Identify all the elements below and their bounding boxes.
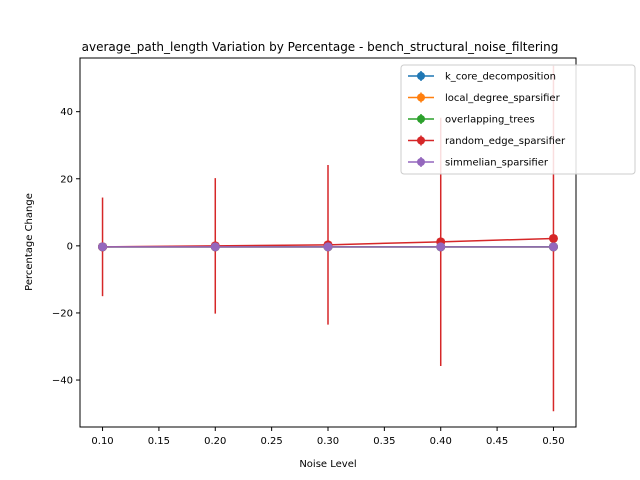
x-tick-label: 0.35 [373, 436, 395, 447]
legend-label: random_edge_sparsifier [445, 136, 566, 147]
legend-label: k_core_decomposition [445, 72, 556, 83]
legend-marker [417, 115, 425, 123]
legend-marker [417, 93, 425, 102]
y-tick-label: −40 [52, 376, 73, 387]
legend: k_core_decomposition local_degree_sparsif… [400, 64, 636, 175]
y-tick-label: 40 [60, 107, 73, 118]
legend-label: simmelian_sparsifier [445, 158, 549, 169]
x-tick-label: 0.20 [204, 436, 226, 447]
x-tick-label: 0.45 [486, 436, 508, 447]
data-point [548, 233, 558, 243]
series-layer [98, 65, 558, 412]
x-tick-label: 0.50 [542, 436, 564, 447]
data-point [323, 242, 333, 252]
y-axis-label: Percentage Change [24, 193, 35, 291]
legend-item: random_edge_sparsifier [408, 135, 566, 147]
y-tick-label: −20 [52, 308, 73, 319]
x-axis: 0.10 0.15 0.20 0.25 0.30 0.35 0.40 0.45 0.50 [91, 427, 565, 447]
legend-label: local_degree_sparsifier [445, 93, 561, 104]
data-point [548, 242, 558, 252]
series-simmelian_sparsifier [98, 242, 558, 252]
x-tick-label: 0.15 [148, 436, 170, 447]
legend-marker [417, 136, 425, 145]
legend-marker [417, 158, 425, 166]
y-tick-label: 20 [60, 174, 73, 185]
legend-box [400, 64, 636, 175]
x-tick-label: 0.30 [317, 436, 339, 447]
legend-item: local_degree_sparsifier [408, 92, 561, 104]
x-tick-label: 0.10 [91, 436, 113, 447]
y-tick-label: 0 [67, 241, 73, 252]
y-axis: −40 −20 0 20 40 [52, 107, 80, 387]
legend-label: overlapping_trees [445, 115, 535, 126]
x-tick-label: 0.25 [261, 436, 283, 447]
legend-item: simmelian_sparsifier [408, 157, 549, 169]
chart-title: average_path_length Variation by Percent… [82, 40, 559, 54]
x-tick-label: 0.40 [430, 436, 452, 447]
x-axis-label: Noise Level [299, 459, 356, 470]
legend-marker [417, 72, 425, 80]
data-point [98, 242, 108, 252]
data-point [210, 242, 220, 252]
legend-item: k_core_decomposition [408, 71, 556, 83]
legend-item: overlapping_trees [408, 114, 535, 126]
data-point [436, 242, 446, 252]
